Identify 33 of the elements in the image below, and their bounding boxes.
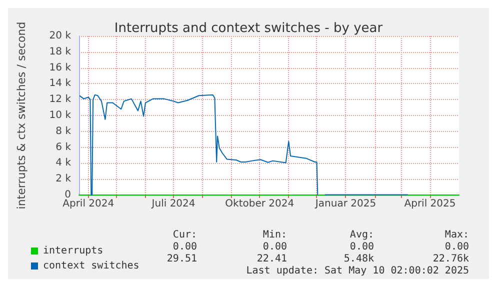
chart-title: Interrupts and context switches - by year [114, 21, 384, 36]
text: 22.41 [256, 254, 288, 264]
y-tick-label: 16 k [49, 62, 72, 74]
x-tick-label: April 2025 [404, 198, 456, 210]
y-tick-label: 14 k [49, 78, 72, 90]
text: 0.00 [444, 242, 470, 252]
legend-label: interrupts [43, 246, 104, 256]
text: 29.51 [166, 254, 198, 264]
x-tick-label: Juli 2024 [150, 198, 196, 210]
y-tick-label: 18 k [49, 46, 72, 58]
text: 5.48k [344, 254, 374, 264]
x-tick-label: Januar 2025 [314, 198, 376, 210]
text: Cur: [172, 230, 198, 240]
y-tick-label: 2 k [56, 174, 72, 185]
y-tick-label: 4 k [56, 158, 72, 169]
text: 0.00 [172, 242, 198, 252]
x-tick-label: April 2024 [62, 198, 114, 210]
y-tick-label: 8 k [56, 126, 72, 137]
x-tick-label: Oktober 2024 [225, 198, 294, 210]
text: 0.00 [350, 242, 374, 252]
legend-label: context switches [43, 260, 140, 272]
y-tick-label: 20 k [49, 30, 72, 42]
y-tick-label: 0 [64, 190, 71, 200]
text: 0.00 [262, 242, 288, 252]
text: Min: [262, 230, 288, 240]
text: Last update: Sat May 10 02:00:02 2025 [246, 266, 470, 276]
text: Avg: [350, 230, 374, 240]
y-tick-label: 6 k [56, 142, 72, 153]
y-tick-label: 12 k [49, 94, 72, 106]
text: 22.76k [432, 254, 469, 264]
text: Max: [444, 230, 470, 240]
y-tick-label: 10 k [49, 110, 72, 121]
y-axis-title: interrupts & ctx switches / second [15, 22, 28, 210]
